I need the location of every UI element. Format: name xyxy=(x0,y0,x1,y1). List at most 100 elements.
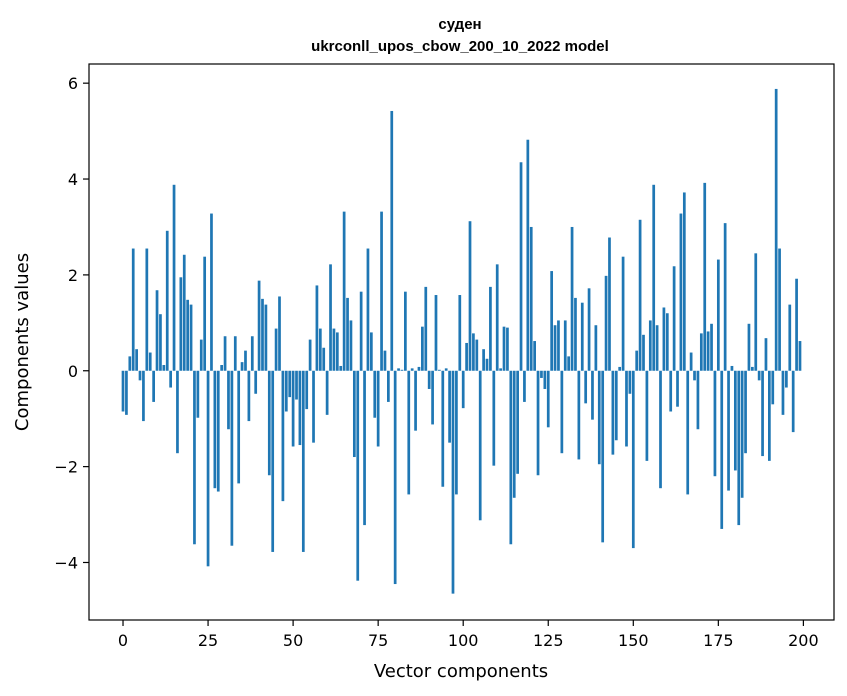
bar xyxy=(434,295,438,371)
bar xyxy=(628,370,632,394)
bar xyxy=(621,256,625,371)
bar xyxy=(713,370,717,477)
bar xyxy=(441,370,445,487)
x-tick-label: 0 xyxy=(118,631,128,650)
bar-series xyxy=(121,88,802,594)
bar xyxy=(740,370,744,498)
bar xyxy=(240,362,244,371)
bar xyxy=(774,88,778,371)
bar xyxy=(754,253,758,371)
bar xyxy=(189,304,193,371)
x-tick-label: 200 xyxy=(788,631,819,650)
bar xyxy=(455,370,458,495)
bar xyxy=(125,370,128,415)
bar xyxy=(301,370,305,552)
y-tick-label: 6 xyxy=(68,74,78,93)
bar xyxy=(257,280,261,371)
bar xyxy=(410,368,414,371)
bar xyxy=(448,370,451,443)
bar xyxy=(710,323,713,371)
bar xyxy=(312,370,315,443)
bar xyxy=(315,285,319,371)
bar xyxy=(475,339,479,371)
chart-title-line-1: суден xyxy=(438,16,481,33)
bar xyxy=(404,291,407,371)
bar xyxy=(655,325,659,371)
bar xyxy=(733,370,737,471)
bar xyxy=(679,213,683,371)
bar xyxy=(597,370,601,465)
bar xyxy=(727,370,730,491)
x-tick-label: 75 xyxy=(368,631,388,650)
bar xyxy=(642,334,645,371)
bar xyxy=(584,370,588,404)
bar xyxy=(254,370,258,394)
x-axis-label: Vector components xyxy=(374,661,548,682)
bar xyxy=(744,370,747,454)
bar xyxy=(349,320,353,371)
bar xyxy=(693,370,696,381)
bar xyxy=(550,271,554,371)
bar xyxy=(652,184,656,371)
bar xyxy=(611,370,615,455)
bar xyxy=(196,370,200,418)
bar xyxy=(608,237,611,371)
bar xyxy=(244,350,247,371)
bar xyxy=(703,182,707,371)
bar xyxy=(791,370,795,433)
bar xyxy=(512,370,516,498)
y-tick-label: −2 xyxy=(54,458,78,477)
bar xyxy=(601,370,605,543)
bar xyxy=(594,325,598,371)
y-tick-label: 4 xyxy=(68,170,78,189)
bar xyxy=(706,331,710,371)
bar xyxy=(625,370,628,447)
bar xyxy=(179,277,183,371)
bar xyxy=(489,286,492,371)
bar xyxy=(560,370,564,454)
bar xyxy=(261,298,264,371)
bar xyxy=(798,341,802,371)
bar xyxy=(553,325,557,371)
bar xyxy=(295,370,298,400)
bar xyxy=(298,370,302,446)
x-tick-label: 175 xyxy=(703,631,734,650)
bar xyxy=(427,370,431,389)
bar xyxy=(638,219,642,371)
bar xyxy=(458,295,462,371)
bar xyxy=(737,370,741,526)
bar xyxy=(509,370,513,545)
bar xyxy=(587,288,591,371)
bar xyxy=(665,313,669,371)
chart-title-line-2: ukrconll_upos_cbow_200_10_2022 model xyxy=(311,38,609,55)
bar xyxy=(230,370,234,546)
bar xyxy=(356,370,360,581)
bar xyxy=(250,336,254,371)
bar xyxy=(128,356,132,371)
bar xyxy=(662,307,666,371)
bar xyxy=(407,370,411,495)
bar xyxy=(689,352,693,371)
bar xyxy=(614,370,618,441)
bar xyxy=(502,326,506,371)
bar xyxy=(366,248,370,371)
bar xyxy=(271,370,275,552)
bar xyxy=(359,291,363,371)
bar xyxy=(159,314,162,371)
bar xyxy=(421,326,424,371)
bar xyxy=(206,370,210,567)
bar xyxy=(322,347,326,371)
bar xyxy=(400,369,404,371)
bar xyxy=(165,230,169,371)
bar xyxy=(213,370,217,489)
x-tick-label: 125 xyxy=(533,631,564,650)
x-tick-label: 150 xyxy=(618,631,649,650)
bar xyxy=(329,264,332,371)
bar xyxy=(444,368,448,371)
bar xyxy=(142,370,145,422)
bar xyxy=(148,352,152,371)
bar xyxy=(138,370,142,381)
bar xyxy=(363,370,366,526)
bar xyxy=(380,211,383,371)
